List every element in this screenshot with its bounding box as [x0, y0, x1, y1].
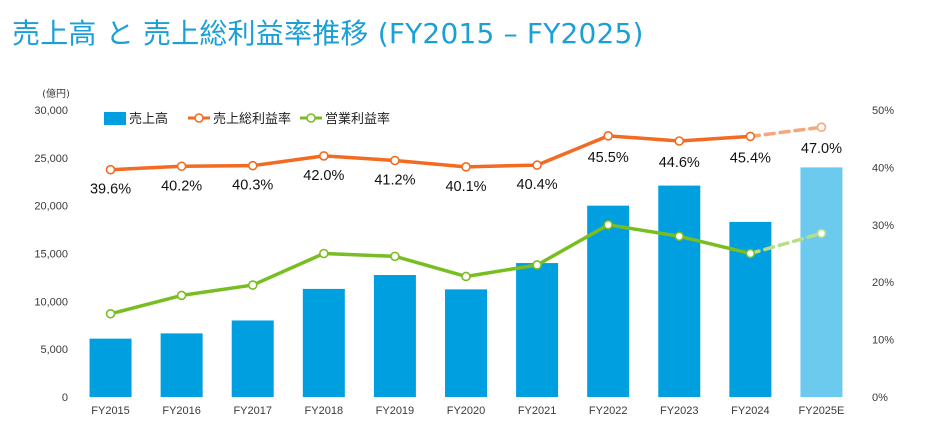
left-axis-tick-label: 25,000: [34, 153, 68, 165]
operating-margin-line: [108, 223, 753, 316]
x-axis-tick-label: FY2023: [660, 405, 699, 417]
bar: [445, 289, 487, 397]
gross-margin-data-label: 42.0%: [303, 168, 344, 184]
legend-label-gross-margin: 売上総利益率: [213, 111, 291, 127]
gross-margin-point: [816, 122, 827, 133]
operating-margin-estimate-line: [748, 231, 824, 256]
x-axis-tick-label: FY2019: [376, 405, 415, 417]
right-axis-tick-label: 0%: [872, 392, 888, 404]
x-axis-tick-label: FY2024: [731, 405, 770, 417]
operating-margin-point: [532, 260, 542, 270]
gross-margin-data-label: 44.6%: [659, 155, 700, 171]
gross-margin-point: [532, 160, 542, 170]
gross-margin-line: [108, 134, 753, 172]
operating-margin-point: [319, 248, 329, 259]
chart-title: 売上高 と 売上総利益率推移 (FY2015 – FY2025): [12, 17, 644, 50]
line-points: [105, 122, 827, 319]
bar: [516, 263, 559, 397]
x-axis-tick-label: FY2017: [233, 405, 272, 417]
gross-margin-point: [176, 161, 187, 172]
left-axis-unit: (億円): [42, 87, 70, 100]
operating-margin-point: [247, 280, 258, 290]
gross-margin-data-label: 45.4%: [730, 150, 771, 166]
right-axis-tick-label: 20%: [872, 277, 894, 289]
legend-marker-gross-margin: [194, 113, 204, 123]
legend-label-sales: 売上高: [129, 111, 168, 127]
bar: [800, 167, 843, 397]
operating-margin-point: [176, 290, 187, 301]
gross-margin-point: [674, 136, 685, 146]
legend-swatch-sales: [104, 112, 126, 125]
left-axis-tick-label: 15,000: [34, 249, 68, 261]
operating-margin-point: [674, 231, 685, 242]
x-axis-tick-label: FY2016: [162, 405, 201, 417]
bar-series: [89, 167, 843, 397]
bar: [658, 185, 701, 397]
operating-margin-point: [390, 251, 400, 262]
left-axis-ticks: 0 5,000 10,000 15,000 20,000 25,000 30,000: [34, 105, 68, 404]
x-axis-tick-label: FY2022: [589, 405, 628, 417]
right-axis-tick-label: 30%: [872, 220, 894, 232]
x-axis-tick-label: FY2025E: [799, 405, 845, 417]
gross-margin-point: [319, 151, 329, 161]
gross-margin-point: [105, 164, 116, 175]
left-axis-tick-label: 5,000: [40, 344, 68, 356]
gross-margin-point: [745, 131, 756, 142]
bar: [373, 275, 416, 397]
x-axis-tick-label: FY2015: [91, 405, 130, 417]
line-series: [108, 125, 824, 316]
x-axis-tick-label: FY2020: [447, 405, 486, 417]
bar: [302, 288, 345, 397]
gross-margin-point: [247, 160, 258, 171]
gross-margin-data-label: 40.4%: [517, 177, 558, 193]
right-axis-tick-label: 40%: [872, 162, 894, 174]
data-labels: 39.6% 40.2% 40.3% 42.0% 41.2% 40.1% 40.4% 45.5%…: [90, 141, 842, 197]
bar: [89, 338, 132, 397]
legend: 売上高 売上総利益率 営業利益率: [104, 111, 390, 127]
x-axis-tick-label: FY2021: [518, 405, 557, 417]
gross-margin-data-label: 40.1%: [445, 179, 486, 195]
bar: [160, 333, 203, 397]
x-axis-ticks: FY2015 FY2016 FY2017 FY2018 FY2019 FY2020 FY20…: [91, 405, 844, 417]
bar: [587, 205, 630, 397]
gross-margin-point: [461, 162, 471, 172]
operating-margin-point: [461, 271, 471, 282]
left-axis-tick-label: 0: [62, 392, 68, 404]
legend-marker-operating-margin: [306, 113, 316, 123]
x-axis-tick-label: FY2018: [305, 405, 344, 417]
gross-margin-point: [603, 131, 613, 141]
operating-margin-point: [816, 228, 827, 239]
gross-margin-data-label: 41.2%: [374, 173, 415, 189]
gross-margin-data-label: 45.5%: [588, 150, 629, 166]
left-axis-tick-label: 30,000: [34, 105, 68, 117]
operating-margin-point: [603, 220, 613, 230]
operating-margin-point: [745, 248, 756, 259]
left-axis-tick-label: 20,000: [34, 201, 68, 213]
bar: [231, 320, 274, 397]
gross-margin-estimate-line: [748, 125, 824, 139]
gross-margin-data-label: 40.3%: [232, 178, 273, 194]
right-axis-tick-label: 50%: [872, 105, 894, 117]
right-axis-tick-label: 10%: [872, 335, 894, 347]
gross-margin-point: [390, 155, 400, 166]
gross-margin-data-label: 40.2%: [161, 178, 202, 194]
gross-margin-data-label: 39.6%: [90, 182, 131, 198]
right-axis-ticks: 0% 10% 20% 30% 40% 50%: [872, 105, 894, 404]
gross-margin-data-label: 47.0%: [801, 141, 842, 157]
left-axis-tick-label: 10,000: [34, 296, 68, 308]
operating-margin-point: [105, 308, 116, 319]
legend-label-operating-margin: 営業利益率: [325, 111, 390, 127]
